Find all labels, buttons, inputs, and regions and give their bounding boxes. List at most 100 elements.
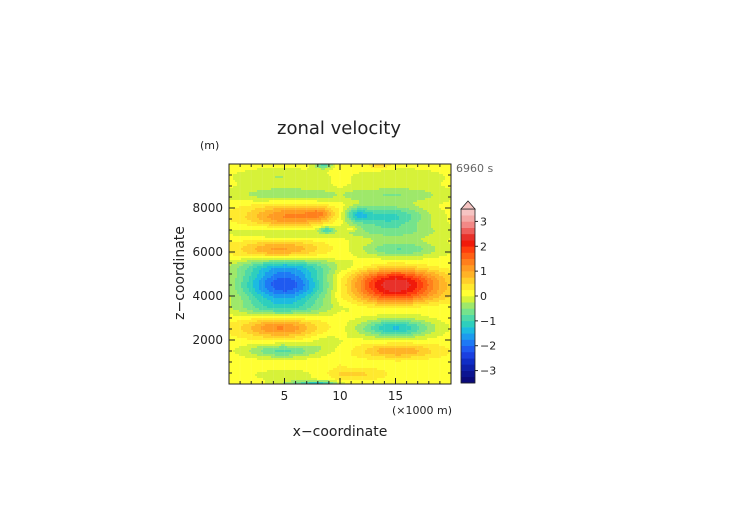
heatmap-cell	[349, 186, 352, 189]
heatmap-cell	[281, 206, 284, 209]
heatmap-cell	[265, 164, 268, 167]
heatmap-cell	[393, 168, 396, 171]
heatmap-cell	[393, 172, 396, 175]
heatmap-cell	[283, 194, 286, 197]
heatmap-cell	[303, 190, 306, 193]
heatmap-cell	[255, 178, 258, 181]
heatmap-cell	[315, 198, 318, 201]
heatmap-cell	[373, 192, 376, 195]
heatmap-cell	[293, 208, 296, 211]
heatmap-cell	[443, 176, 446, 179]
heatmap-cell	[247, 194, 250, 197]
heatmap-cell	[419, 192, 422, 195]
heatmap-cell	[299, 170, 302, 173]
heatmap-cell	[251, 198, 254, 201]
heatmap-cell	[331, 210, 334, 213]
heatmap-cell	[449, 208, 452, 211]
heatmap-cell	[263, 182, 266, 185]
heatmap-cell	[315, 210, 318, 213]
heatmap-cell	[429, 174, 432, 177]
heatmap-cell	[383, 180, 386, 183]
heatmap-cell	[355, 196, 358, 199]
heatmap-cell	[443, 200, 446, 203]
heatmap-cell	[277, 172, 280, 175]
heatmap-cell	[307, 202, 310, 205]
heatmap-cell	[267, 204, 270, 207]
heatmap-cell	[251, 178, 254, 181]
heatmap-cell	[399, 204, 402, 207]
heatmap-cell	[435, 188, 438, 191]
heatmap-cell	[337, 200, 340, 203]
heatmap-cell	[253, 196, 256, 199]
heatmap-cell	[231, 164, 234, 167]
heatmap-cell	[409, 178, 412, 181]
heatmap-cell	[385, 206, 388, 209]
heatmap-cell	[313, 180, 316, 183]
heatmap-cell	[401, 196, 404, 199]
heatmap-cell	[239, 206, 242, 209]
heatmap-cell	[249, 178, 252, 181]
heatmap-cell	[327, 172, 330, 175]
heatmap-cell	[413, 204, 416, 207]
heatmap-cell	[277, 208, 280, 211]
heatmap-cell	[251, 172, 254, 175]
heatmap-cell	[245, 166, 248, 169]
heatmap-cell	[379, 182, 382, 185]
heatmap-cell	[329, 170, 332, 173]
heatmap-cell	[253, 202, 256, 205]
heatmap-cell	[325, 196, 328, 199]
heatmap-cell	[275, 202, 278, 205]
heatmap-cell	[447, 192, 450, 195]
heatmap-cell	[441, 190, 444, 193]
heatmap-cell	[395, 188, 398, 191]
heatmap-cell	[289, 186, 292, 189]
heatmap-cell	[281, 196, 284, 199]
heatmap-cell	[401, 182, 404, 185]
heatmap-cell	[243, 208, 246, 211]
heatmap-cell	[241, 184, 244, 187]
heatmap-cell	[329, 204, 332, 207]
heatmap-cell	[293, 182, 296, 185]
heatmap-cell	[351, 170, 354, 173]
heatmap-cell	[361, 192, 364, 195]
heatmap-cell	[449, 188, 452, 191]
heatmap-cell	[311, 204, 314, 207]
heatmap-cell	[373, 190, 376, 193]
heatmap-cell	[257, 164, 260, 167]
heatmap-cell	[325, 166, 328, 169]
heatmap-cell	[295, 196, 298, 199]
heatmap-cell	[251, 188, 254, 191]
heatmap-cell	[231, 204, 234, 207]
heatmap-cell	[351, 182, 354, 185]
heatmap-cell	[365, 194, 368, 197]
heatmap-cell	[337, 194, 340, 197]
heatmap-cell	[343, 192, 346, 195]
heatmap-cell	[243, 166, 246, 169]
heatmap-cell	[307, 170, 310, 173]
heatmap-cell	[329, 180, 332, 183]
heatmap-cell	[387, 184, 390, 187]
heatmap-cell	[355, 188, 358, 191]
heatmap-cell	[365, 202, 368, 205]
heatmap-cell	[427, 164, 430, 167]
heatmap-cell	[323, 170, 326, 173]
heatmap-cell	[369, 200, 372, 203]
heatmap-cell	[393, 188, 396, 191]
heatmap-cell	[421, 194, 424, 197]
heatmap-cell	[407, 164, 410, 167]
heatmap-cell	[423, 180, 426, 183]
heatmap-cell	[263, 194, 266, 197]
heatmap-cell	[235, 188, 238, 191]
heatmap-cell	[247, 184, 250, 187]
heatmap-cell	[265, 168, 268, 171]
heatmap-cell	[379, 198, 382, 201]
heatmap-cell	[343, 210, 346, 213]
heatmap-cell	[237, 182, 240, 185]
heatmap-cell	[361, 170, 364, 173]
heatmap-cell	[383, 166, 386, 169]
heatmap-cell	[233, 194, 236, 197]
heatmap-cell	[333, 164, 336, 167]
heatmap-cell	[239, 176, 242, 179]
heatmap-cell	[337, 210, 340, 213]
heatmap-cell	[375, 208, 378, 211]
